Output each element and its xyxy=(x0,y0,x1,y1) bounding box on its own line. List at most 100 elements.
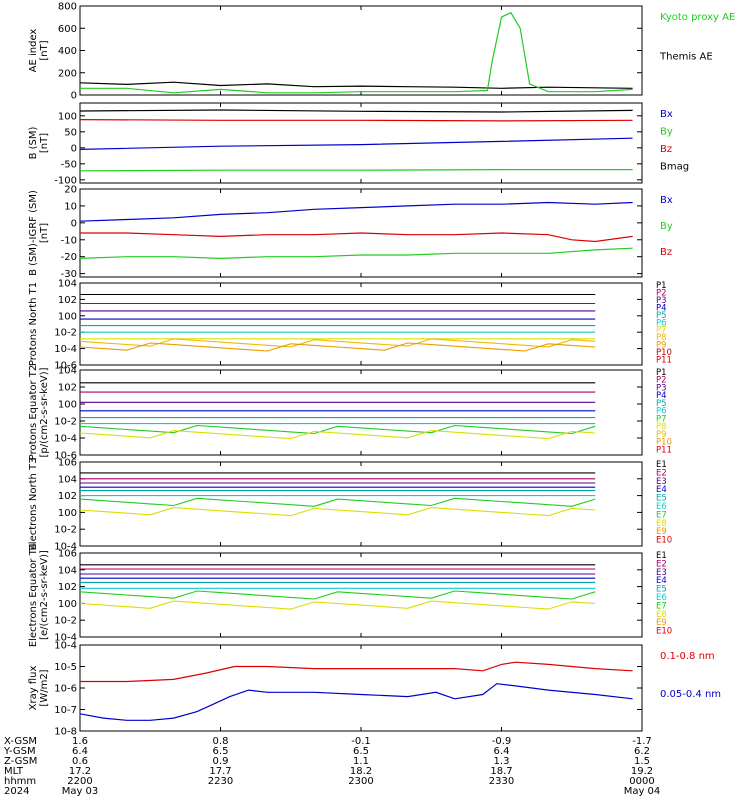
y-axis-unit: [p/(cm2-s-sr-keV)] xyxy=(39,367,50,457)
legend-label: E2 xyxy=(656,559,667,569)
legend-label: P7 xyxy=(656,326,667,336)
y-tick-label: 104 xyxy=(58,279,77,290)
panel-frame xyxy=(79,461,643,547)
x-row-value: 2230 xyxy=(208,776,233,787)
legend-label: P4 xyxy=(656,391,667,401)
legend-label: E9 xyxy=(656,527,667,537)
legend-label: P5 xyxy=(656,311,667,321)
y-tick-label: 0 xyxy=(71,143,77,154)
y-axis-label: Electrons North T3 xyxy=(28,457,39,550)
x-row-value: 2330 xyxy=(489,776,514,787)
x-row-value: 6.4 xyxy=(72,746,88,757)
y-tick-label: 106 xyxy=(58,458,77,469)
y-tick-label: -10 xyxy=(61,235,77,246)
panel-frame xyxy=(79,282,643,366)
y-tick-label: 100 xyxy=(58,508,77,519)
series-line-0.05-0.4-nm xyxy=(79,683,633,721)
y-tick-label: 10-6 xyxy=(54,684,77,695)
y-tick-label: 600 xyxy=(58,24,77,35)
legend-label: E5 xyxy=(656,494,667,504)
date-start: May 03 xyxy=(62,786,99,797)
legend-label: P2 xyxy=(656,288,667,298)
panel-frame xyxy=(79,5,643,96)
y-tick-label: 100 xyxy=(58,311,77,322)
y-tick-label: 10-4 xyxy=(54,344,77,355)
flux-channel-line xyxy=(79,338,596,348)
legend-label: P4 xyxy=(656,303,667,313)
legend-label: P1 xyxy=(656,368,667,378)
y-tick-label: 102 xyxy=(58,582,77,593)
x-row-value: -0.1 xyxy=(351,736,371,747)
flux-channel-line xyxy=(79,430,596,440)
x-row-value: -0.9 xyxy=(492,736,512,747)
y-tick-label: 10-4 xyxy=(54,542,77,553)
legend-label: P5 xyxy=(656,399,667,409)
series-line-by xyxy=(79,247,633,260)
legend-label: E6 xyxy=(656,593,667,603)
legend-label: E5 xyxy=(656,585,667,595)
x-row-value: 6.5 xyxy=(353,746,369,757)
y-axis-unit: [nT] xyxy=(39,40,50,60)
series-line-bz xyxy=(80,232,633,243)
legend-label: E1 xyxy=(656,551,667,561)
y-tick-label: 10-4 xyxy=(54,434,77,445)
flux-channel-line xyxy=(79,600,596,610)
y-tick-label: 10-7 xyxy=(54,705,77,716)
legend-label: Themis AE xyxy=(659,52,713,63)
legend-label: Bx xyxy=(660,195,673,206)
flux-channel-line xyxy=(79,424,596,435)
legend-label: P6 xyxy=(656,407,667,417)
x-row-value: 6.5 xyxy=(213,746,229,757)
legend-label: E10 xyxy=(656,627,672,637)
legend-label: E7 xyxy=(656,601,667,611)
y-tick-label: 10-4 xyxy=(54,641,77,652)
x-row-value: 6.2 xyxy=(634,746,650,757)
y-axis-label: Electrons Equator T4 xyxy=(28,543,39,647)
series-line-0.1-0.8-nm xyxy=(80,661,633,683)
y-tick-label: 100 xyxy=(58,599,77,610)
series-line-bmag xyxy=(79,109,633,113)
x-row-value: 19.2 xyxy=(631,766,653,777)
x-row-value: 2300 xyxy=(348,776,373,787)
legend-label: By xyxy=(660,127,673,138)
x-row-value: 1.6 xyxy=(72,736,88,747)
y-tick-label: 102 xyxy=(58,491,77,502)
date-end: May 04 xyxy=(624,786,661,797)
y-tick-label: 400 xyxy=(58,46,77,57)
y-axis-unit: [nT] xyxy=(39,223,50,243)
legend-label: E2 xyxy=(656,468,667,478)
legend-label: P10 xyxy=(656,438,672,448)
y-tick-label: 100 xyxy=(58,111,77,122)
legend-label: By xyxy=(660,221,673,232)
legend-label: P11 xyxy=(656,445,672,455)
x-row-value: 17.7 xyxy=(209,766,231,777)
y-tick-label: 10-6 xyxy=(54,361,77,372)
x-row-label: 2024 xyxy=(4,786,29,797)
y-tick-label: -100 xyxy=(54,175,77,186)
y-tick-label: 50 xyxy=(64,127,77,138)
legend-label: P11 xyxy=(656,356,672,366)
y-tick-label: 10-2 xyxy=(54,328,77,339)
x-row-value: 6.4 xyxy=(494,746,510,757)
x-row-value: 0000 xyxy=(629,776,654,787)
legend-label: P10 xyxy=(656,348,672,358)
x-row-label: MLT xyxy=(4,766,24,777)
legend-label: Kyoto proxy AE xyxy=(660,12,735,23)
series-line-bx xyxy=(79,137,633,150)
legend-label: P9 xyxy=(656,341,667,351)
y-tick-label: -50 xyxy=(61,159,77,170)
legend-label: E3 xyxy=(656,477,667,487)
legend-label: E6 xyxy=(656,502,667,512)
y-tick-label: 102 xyxy=(58,383,77,394)
y-axis-label: AE index xyxy=(28,29,39,73)
y-tick-label: 104 xyxy=(58,565,77,576)
legend-label: P9 xyxy=(656,430,667,440)
y-tick-label: 10-8 xyxy=(54,727,77,738)
x-row-label: Z-GSM xyxy=(4,756,37,767)
series-line-kyoto-proxy-ae xyxy=(80,11,633,94)
legend-label: Bx xyxy=(660,109,673,120)
series-line-by xyxy=(79,169,633,172)
y-tick-label: 100 xyxy=(58,400,77,411)
y-tick-label: 10-2 xyxy=(54,417,77,428)
